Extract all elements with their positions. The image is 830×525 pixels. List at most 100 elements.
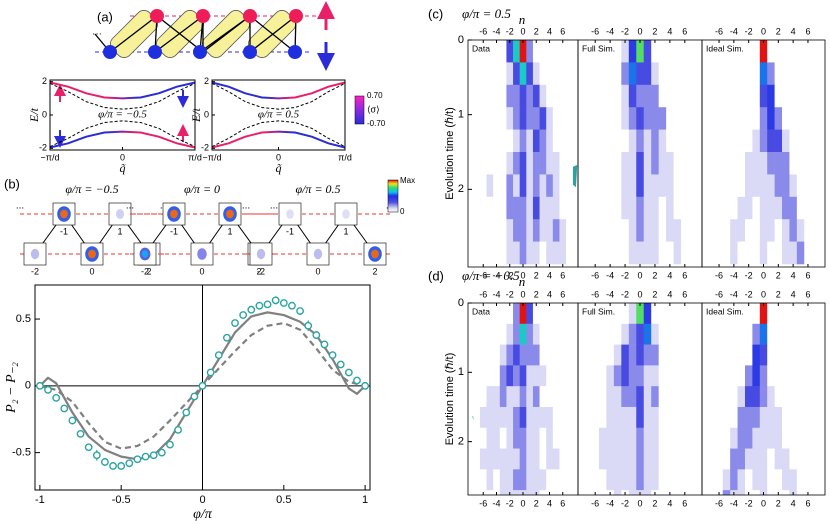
heat-cell [752,84,761,108]
x-tick-label: 0 [761,289,766,299]
y-axis-label: Evolution time (ℏ/t) [444,353,456,446]
x-tick-label: -2 [621,26,629,36]
heat-cell [552,129,560,153]
x-tick-label: -4 [606,498,614,508]
heat-cell [493,386,501,408]
heat-cell [583,196,592,220]
heat-cell [486,84,494,108]
heat-cell [643,62,652,86]
heat-cell [506,448,514,470]
heat-cell [628,344,637,366]
heat-cell [759,469,768,491]
heat-cell [666,241,674,265]
heat-cell [493,427,501,449]
x-tick-label: -6 [715,26,723,36]
heat-cell [789,365,798,387]
heat-cell [479,107,487,130]
panel-title: φ/π = 0.5 [462,6,511,21]
x-tick-label: -4 [606,270,614,280]
heat-cell [666,469,674,491]
heat-cell [513,469,520,491]
heat-cell [583,62,592,86]
heat-cell [613,344,622,366]
x-tick-label: 4 [791,26,796,36]
heat-cell [566,107,573,130]
heat-cell [519,152,527,175]
x-tick-label: −π/d [41,152,60,162]
heat-cell [651,469,659,491]
heat-cell [546,469,554,491]
atom-core [141,250,149,258]
heat-cell [583,344,592,366]
heat-cell [479,152,487,175]
heat-cell [499,386,507,408]
heat-cell [715,174,724,198]
heat-cell [759,152,768,175]
heat-cell [583,490,592,495]
heat-cell [526,344,534,366]
heat-cell [598,365,607,387]
atom-cloud [313,248,323,260]
heat-cell [796,129,805,153]
heat-cell [628,107,637,130]
heat-cell [681,344,689,366]
x-tick-label: -2 [621,289,629,299]
heat-cell [643,303,652,325]
heat-cell [673,448,682,470]
heat-cell [552,107,560,130]
heat-cell [643,386,652,408]
heat-cell [583,219,592,242]
heat-cell [613,386,622,408]
heat-cell [606,427,615,449]
heat-cell [493,152,501,175]
heat-cell [519,344,527,366]
heat-cell [774,107,783,130]
heat-cell [628,129,637,153]
heat-cell [566,196,573,220]
heat-cell [566,219,573,242]
heat-cell [666,174,674,198]
heat-cell [546,219,554,242]
heat-cell [767,152,775,175]
heat-cell [506,344,514,366]
ellipsis: ... [242,201,250,212]
heat-cell [759,344,768,366]
heat-cell [681,84,689,108]
heat-cell [737,40,746,63]
lattice-diagram: ··· [92,1,335,71]
heat-cell [546,303,554,325]
heat-cell [643,469,652,491]
heat-cell [782,323,790,345]
heat-cell [473,219,481,242]
heat-cell [473,129,481,153]
heat-cell [730,196,738,220]
heat-cell [759,62,768,86]
x-tick-label: -6 [591,498,599,508]
heat-cell [519,406,527,429]
heatmap [473,40,573,265]
site [243,9,257,23]
x-tick-label: 2 [534,270,539,280]
heat-cell [789,469,798,491]
panel-title: φ/π = −0.5 [462,268,520,283]
heat-cell [737,152,746,175]
x-tick-label: 4 [791,270,796,280]
data-point [344,368,353,377]
heat-cell [479,40,487,63]
heat-cell [796,344,805,366]
heat-cell [628,62,637,86]
heat-cell [681,448,689,470]
heat-cell [532,323,540,345]
heat-cell [811,84,820,108]
heat-cell [737,62,746,86]
heat-cell [506,427,514,449]
heat-cell [767,427,775,449]
heat-cell [598,448,607,470]
heat-cell [715,365,724,387]
heat-cell [613,427,622,449]
heat-cell [774,152,783,175]
heat-cell [804,241,812,265]
heat-cell [715,241,724,265]
heat-cell [666,427,674,449]
heat-cell [539,107,547,130]
